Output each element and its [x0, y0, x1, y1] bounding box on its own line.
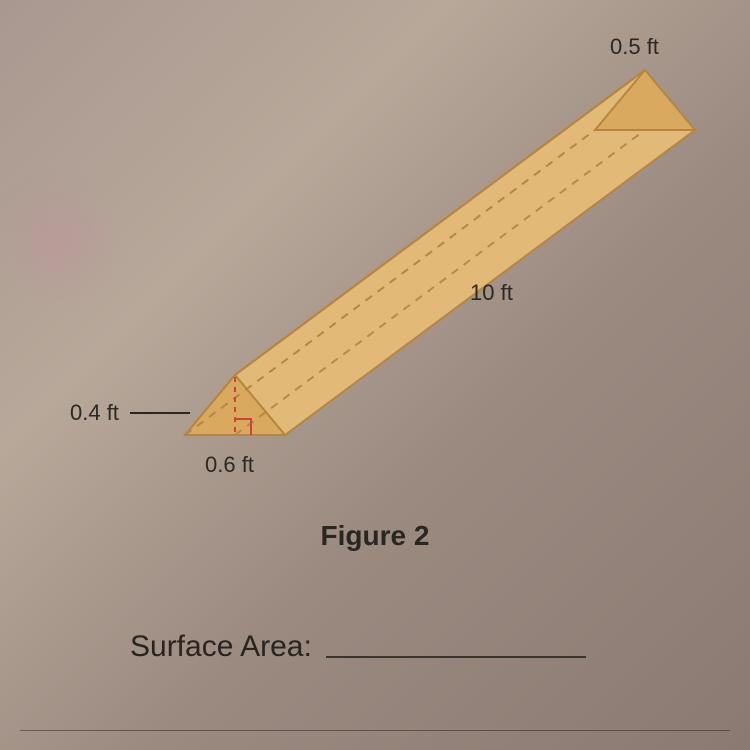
prism-ridge-edge — [235, 70, 645, 375]
dim-top-slant: 0.5 ft — [610, 34, 659, 60]
dim-base: 0.6 ft — [205, 452, 254, 478]
dim-length: 10 ft — [470, 280, 513, 306]
surface-area-label: Surface Area: — [130, 630, 312, 664]
leader-line-height — [130, 412, 190, 414]
surface-area-row: Surface Area: — [130, 630, 586, 664]
page-rule — [20, 730, 730, 731]
figure-caption: Figure 2 — [0, 520, 750, 552]
surface-area-blank[interactable] — [326, 656, 586, 658]
figure-stage: 0.5 ft 10 ft 0.4 ft 0.6 ft Figure 2 Surf… — [0, 0, 750, 750]
dim-height: 0.4 ft — [70, 400, 119, 426]
